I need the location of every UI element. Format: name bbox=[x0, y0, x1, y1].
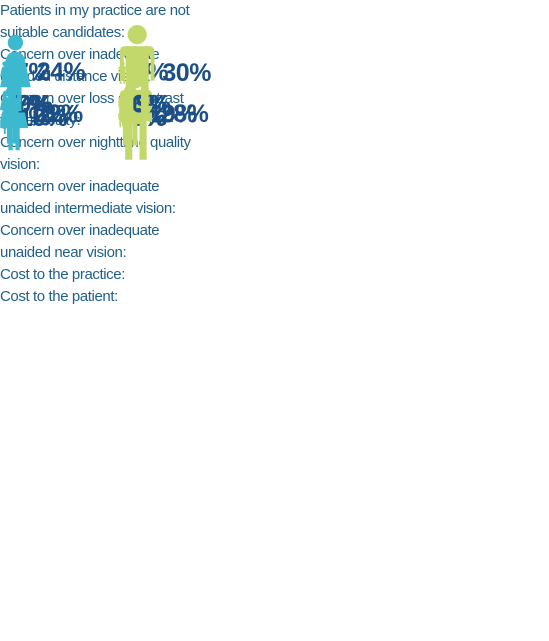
panel-title: Concern over inadequate unaided distance… bbox=[0, 46, 160, 85]
pictogram-icon bbox=[0, 34, 31, 112]
value-label: 18% bbox=[29, 100, 78, 129]
panel: Concern over inadequate unaided intermed… bbox=[0, 91, 549, 220]
panel-title: Concern over inadequate unaided near vis… bbox=[0, 222, 160, 261]
icon-group: 30% bbox=[118, 25, 236, 121]
icon-head bbox=[127, 25, 147, 45]
icon-body bbox=[0, 96, 12, 120]
icon-head bbox=[7, 34, 24, 50]
panel: Concern over nighttime quality vision: 22… bbox=[0, 70, 549, 176]
icon-group: 9% bbox=[0, 91, 118, 120]
panel-title: Patients in my practice are not suitable… bbox=[0, 2, 190, 41]
panel-title: Concern over inadequate unaided intermed… bbox=[0, 178, 176, 217]
icon-body bbox=[119, 46, 155, 121]
icon-row: 24% 30% bbox=[0, 25, 236, 121]
icon-head bbox=[120, 90, 127, 97]
panel: Cost to the patient: 24% 30% bbox=[0, 25, 549, 308]
value-label: 19% bbox=[148, 100, 197, 129]
pictogram-icon bbox=[119, 25, 155, 121]
panel-title: Cost to the patient: bbox=[0, 288, 118, 305]
female-icon bbox=[0, 90, 12, 120]
icon-group: 6% bbox=[118, 91, 236, 120]
value-label: 22% bbox=[34, 100, 83, 129]
pictogram-icon bbox=[0, 90, 12, 120]
icon-group: 24% bbox=[0, 34, 118, 112]
value-label: 30% bbox=[162, 58, 211, 87]
panel: Concern over inadequate unaided near vis… bbox=[0, 91, 549, 264]
value-label: 28% bbox=[159, 100, 209, 129]
panel-title: Cost to the practice: bbox=[0, 266, 125, 283]
female-icon bbox=[0, 34, 31, 112]
panel: Cost to the practice: 7% 7% bbox=[0, 59, 549, 286]
value-label: 24% bbox=[36, 58, 86, 87]
male-icon bbox=[119, 25, 155, 121]
value-label: 6% bbox=[131, 90, 168, 119]
value-label: 9% bbox=[17, 90, 54, 119]
icon-body bbox=[0, 51, 31, 112]
icon-head bbox=[2, 90, 9, 97]
